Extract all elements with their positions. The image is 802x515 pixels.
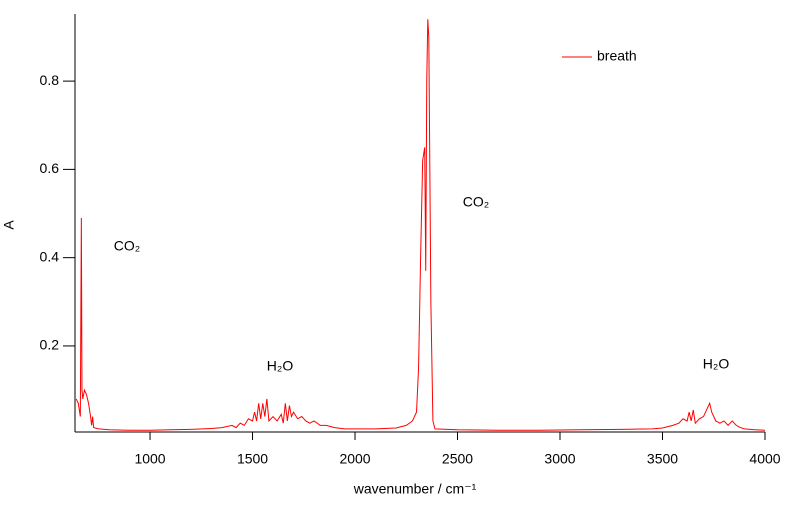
y-tick-label: 0.2 [40, 337, 60, 353]
x-tick-label: 4000 [749, 451, 780, 467]
x-axis-label: wavenumber / cm⁻¹ [353, 481, 477, 497]
y-tick-label: 0.4 [40, 248, 60, 264]
x-tick-label: 2500 [442, 451, 473, 467]
y-tick-label: 0.8 [40, 72, 60, 88]
annotation: CO₂ [114, 238, 140, 254]
legend-label: breath [597, 48, 637, 64]
x-tick-label: 2000 [339, 451, 370, 467]
x-tick-label: 1000 [134, 451, 165, 467]
data-line [75, 19, 766, 431]
y-axis-label: A [1, 220, 17, 230]
annotation: CO₂ [463, 194, 489, 210]
y-tick-label: 0.6 [40, 160, 60, 176]
x-tick-label: 1500 [237, 451, 268, 467]
annotation: H₂O [267, 358, 294, 374]
annotation: H₂O [703, 356, 730, 372]
x-tick-label: 3500 [647, 451, 678, 467]
x-tick-label: 3000 [544, 451, 575, 467]
